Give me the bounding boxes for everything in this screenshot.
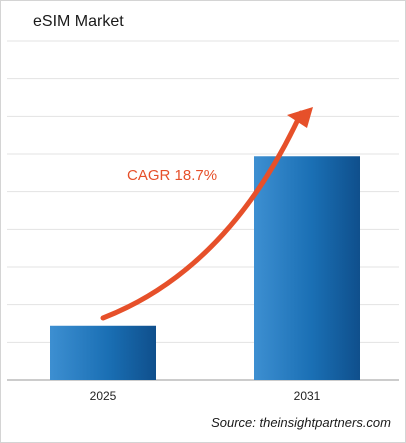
growth-arrow [100, 107, 313, 321]
x-tick-labels: 2025 2031 [90, 389, 321, 403]
growth-arrow-curve [100, 110, 304, 321]
source-note: Source: theinsightpartners.com [211, 415, 391, 430]
bars [50, 156, 360, 380]
cagr-annotation: CAGR 18.7% [127, 167, 217, 184]
chart-title: eSIM Market [33, 13, 124, 30]
bar-2031 [254, 156, 360, 380]
bar-2025 [50, 325, 156, 380]
x-tick-label-2031: 2031 [294, 389, 321, 403]
growth-arrow-head [287, 107, 313, 128]
x-tick-label-2025: 2025 [90, 389, 117, 403]
